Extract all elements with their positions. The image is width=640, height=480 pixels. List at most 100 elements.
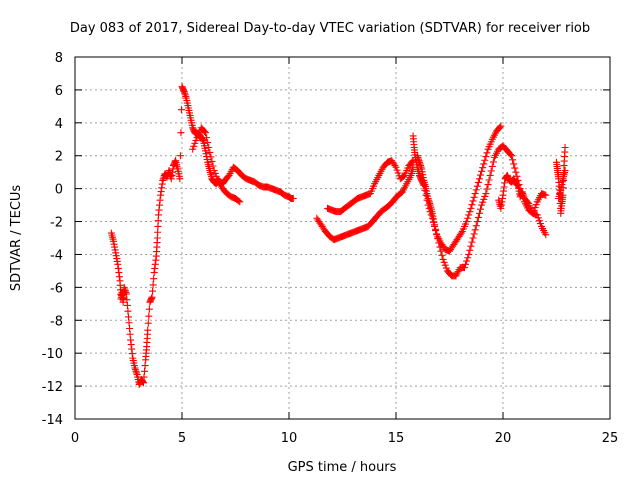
y-tick-label: -12 <box>42 380 63 395</box>
data-point <box>204 139 212 147</box>
y-tick-label: 6 <box>55 84 63 99</box>
y-tick-label: -14 <box>42 413 63 428</box>
x-tick-label: 20 <box>495 431 512 446</box>
data-point <box>478 167 486 175</box>
series-track-2 <box>189 124 244 206</box>
data-point <box>465 211 473 219</box>
data-point <box>465 250 473 258</box>
data-point <box>475 209 483 217</box>
data-point <box>497 122 505 130</box>
data-point <box>433 230 441 238</box>
series-track-7 <box>495 171 550 217</box>
data-point <box>207 153 215 161</box>
data-point <box>457 229 465 237</box>
data-point <box>463 218 471 226</box>
series-track-4 <box>324 157 417 216</box>
data-point <box>176 175 184 183</box>
data-point <box>463 257 471 265</box>
x-tick-label: 5 <box>178 431 186 446</box>
data-point <box>472 222 480 230</box>
data-point <box>200 127 208 135</box>
data-point <box>144 326 152 334</box>
data-point <box>467 204 475 212</box>
data-point <box>477 171 485 179</box>
data-point <box>466 208 474 216</box>
data-point <box>508 152 516 160</box>
data-point <box>509 156 517 164</box>
data-point <box>235 197 243 205</box>
data-point <box>149 281 157 289</box>
data-point <box>482 153 490 161</box>
data-point <box>436 243 444 251</box>
x-axis-label: GPS time / hours <box>288 460 397 475</box>
data-point <box>477 205 485 213</box>
y-tick-label: 2 <box>55 150 63 165</box>
data-point <box>470 193 478 201</box>
data-point <box>481 156 489 164</box>
data-point <box>483 149 491 157</box>
y-tick-label: -8 <box>50 314 63 329</box>
data-point <box>469 234 477 242</box>
data-point <box>542 191 550 199</box>
data-point <box>482 190 490 198</box>
chart-title: Day 083 of 2017, Sidereal Day-to-day VTE… <box>70 21 590 36</box>
data-point <box>462 260 470 268</box>
data-point <box>486 171 494 179</box>
data-point <box>150 275 158 283</box>
data-point <box>510 160 518 168</box>
series-track-8 <box>553 144 569 217</box>
data-point <box>561 144 569 151</box>
data-point <box>432 225 440 233</box>
data-point <box>484 181 492 189</box>
data-point <box>202 129 210 137</box>
data-point <box>289 195 297 203</box>
y-tick-label: 4 <box>55 117 63 132</box>
data-point <box>480 160 488 168</box>
data-point <box>472 186 480 194</box>
data-point <box>468 238 476 246</box>
data-point <box>203 134 211 142</box>
data-point <box>512 168 520 176</box>
data-point <box>438 251 446 259</box>
data-point <box>435 239 443 247</box>
data-point <box>474 178 482 186</box>
data-point <box>485 176 493 184</box>
data-point <box>468 201 476 209</box>
plot-frame <box>74 56 611 420</box>
data-point <box>149 287 157 295</box>
data-point <box>473 218 481 226</box>
data-point <box>144 319 152 327</box>
data-point <box>434 234 442 242</box>
data-point <box>177 129 185 137</box>
data-point <box>511 164 519 172</box>
series-track-9 <box>555 167 569 203</box>
data-point <box>469 197 477 205</box>
data-point <box>496 123 504 131</box>
data-point <box>236 198 244 206</box>
y-tick-label: -6 <box>50 281 63 296</box>
data-point <box>488 162 496 170</box>
data-point <box>464 214 472 222</box>
x-tick-label: 0 <box>71 431 79 446</box>
x-tick-label: 25 <box>602 431 619 446</box>
data-point <box>431 221 439 229</box>
data-point <box>464 254 472 262</box>
data-point <box>460 264 468 272</box>
series-track-3 <box>313 163 417 244</box>
data-point <box>145 312 153 320</box>
data-point <box>466 246 474 254</box>
data-point <box>208 157 216 165</box>
y-tick-label: -2 <box>50 216 63 231</box>
data-point <box>489 158 497 166</box>
data-point <box>209 162 217 170</box>
data-point <box>506 150 514 158</box>
y-axis-label: SDTVAR / TECUs <box>9 185 24 292</box>
data-point <box>437 247 445 255</box>
data-point <box>148 293 156 301</box>
data-point <box>474 213 482 221</box>
data-point <box>205 144 213 151</box>
y-tick-label: 0 <box>55 183 63 198</box>
data-point <box>475 175 483 183</box>
data-point <box>542 231 550 239</box>
